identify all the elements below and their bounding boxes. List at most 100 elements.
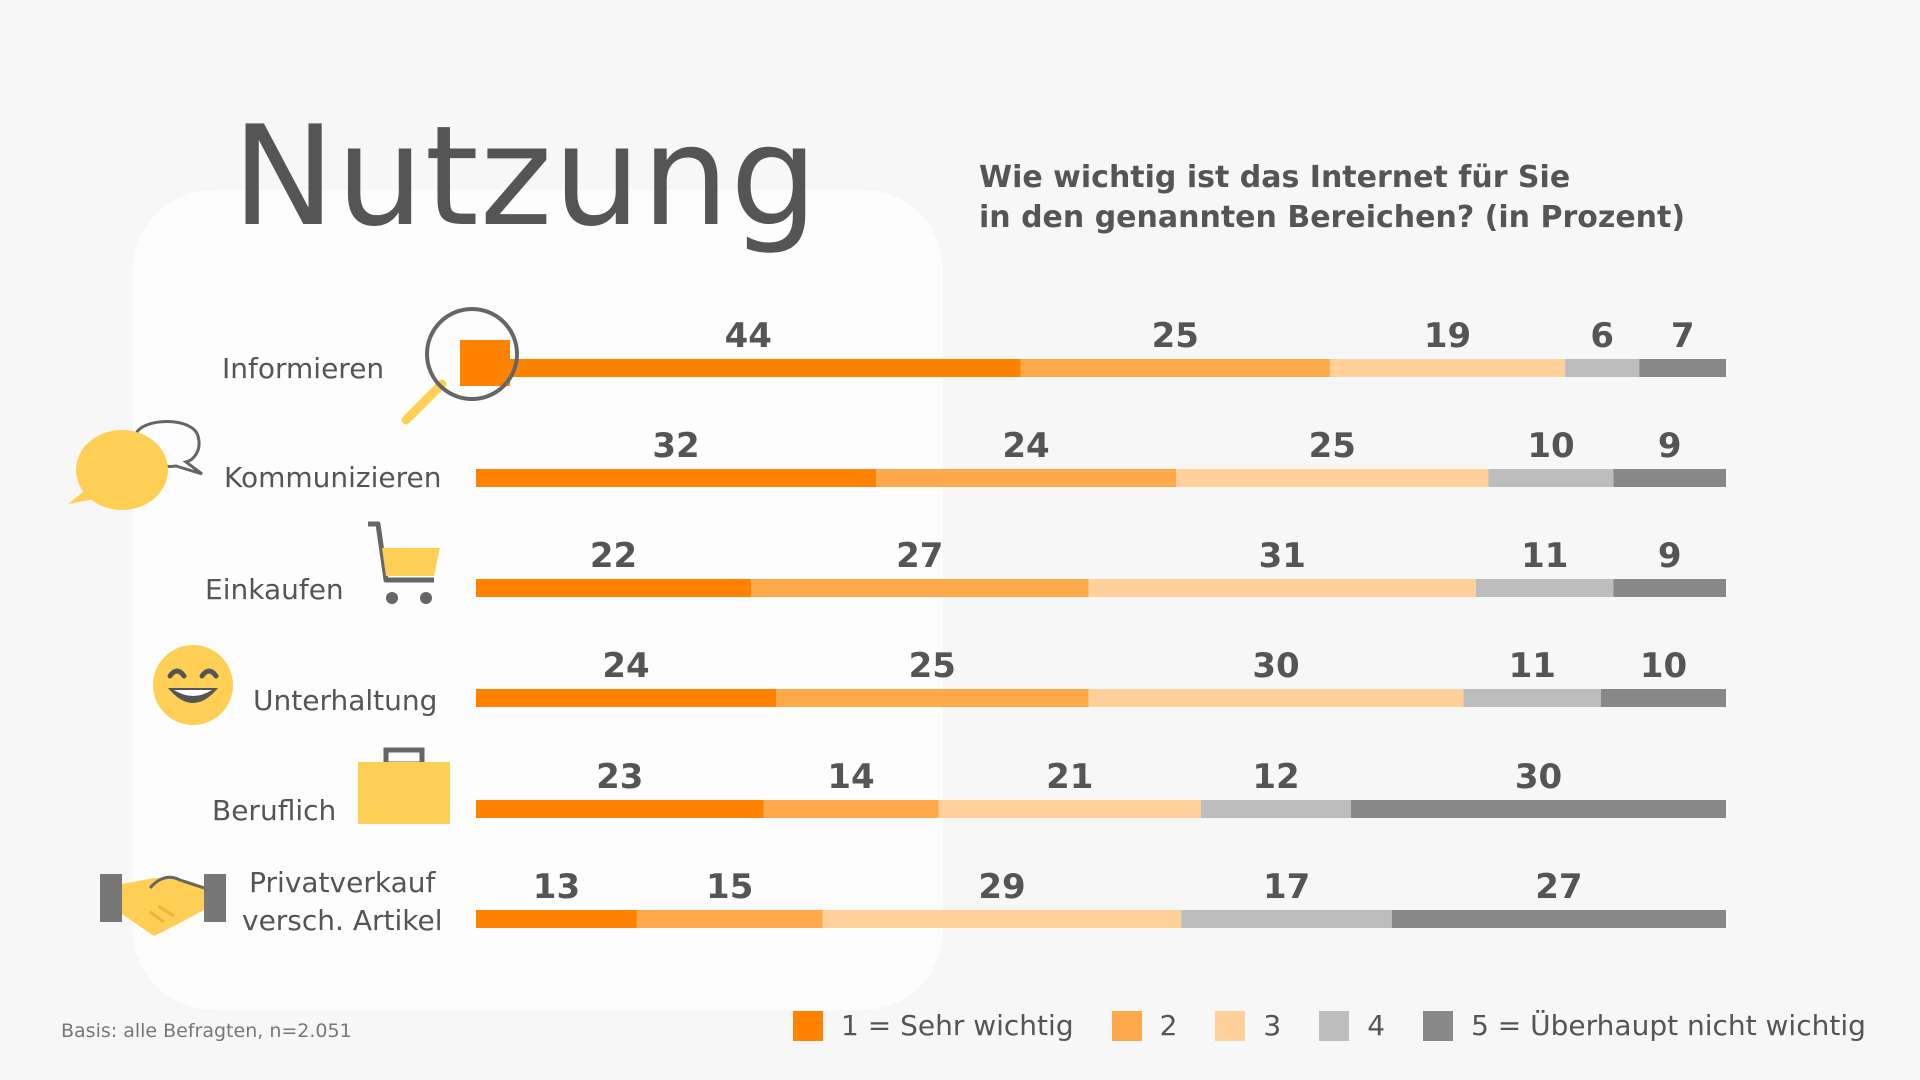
bar-segment [776, 689, 1089, 707]
bar-segment [1476, 579, 1614, 597]
legend-swatch [1111, 1010, 1142, 1041]
data-label: 10 [1640, 646, 1687, 686]
bar-segment [476, 579, 751, 597]
magnifier-highlight [460, 340, 510, 386]
bar-segment [1181, 910, 1392, 928]
data-label: 9 [1658, 536, 1682, 576]
data-label: 29 [978, 867, 1025, 907]
legend-swatch [793, 1010, 823, 1041]
legend-label: 2 [1159, 1009, 1178, 1042]
bar-segment [636, 910, 823, 928]
bar-segment [1639, 359, 1726, 377]
data-label: 7 [1671, 316, 1695, 356]
smiley-icon [153, 645, 233, 725]
data-label: 25 [1309, 426, 1356, 466]
data-label: 11 [1509, 646, 1556, 686]
footnote: Basis: alle Befragten, n=2.051 [61, 1020, 352, 1042]
bar-segment [1565, 359, 1640, 377]
data-label: 27 [896, 536, 943, 576]
category-label-text: Unterhaltung [253, 684, 438, 717]
data-label: 24 [1002, 426, 1049, 466]
bar-segment [476, 359, 1021, 377]
category-label-text: Beruflich [212, 794, 337, 827]
briefcase-icon [358, 747, 450, 824]
background-panel [133, 190, 943, 1010]
data-label: 44 [725, 316, 772, 356]
bar-segment [476, 469, 876, 487]
bar-segment [1088, 689, 1464, 707]
data-label: 15 [706, 867, 753, 907]
legend-item: 1 = Sehr wichtig [793, 1009, 1074, 1042]
legend-label: 3 [1263, 1009, 1282, 1042]
bar-segment [1088, 579, 1476, 597]
legend-item: 5 = Überhaupt nicht wichtig [1423, 1009, 1866, 1042]
data-label: 30 [1252, 646, 1299, 686]
data-label: 24 [602, 646, 649, 686]
bar-segment [1601, 689, 1726, 707]
data-label: 11 [1521, 536, 1568, 576]
question-line-1: Wie wichtig ist das Internet für Sie [979, 160, 1571, 195]
bar-segment [1329, 359, 1566, 377]
question-text: Wie wichtig ist das Internet für Sie in … [979, 158, 1779, 238]
bar-segment [1488, 469, 1614, 487]
data-label: 23 [596, 757, 643, 797]
category-label-text-line-1: Privatverkauf [249, 866, 436, 899]
bar-segment [876, 469, 1176, 487]
data-label: 32 [652, 426, 699, 466]
bar-segment [822, 910, 1182, 928]
bar-segment [1391, 910, 1726, 928]
category-label-unterhaltung: Unterhaltung [253, 682, 437, 720]
data-label: 17 [1263, 867, 1310, 907]
category-label-text: Einkaufen [205, 573, 344, 606]
category-label-text-line-2: versch. Artikel [242, 904, 443, 937]
handshake-icon [100, 874, 226, 936]
category-label-kommunizieren: Kommunizieren [224, 459, 442, 497]
legend: 1 = Sehr wichtig 2 3 4 5 = Überhaupt nicht w… [793, 1009, 1866, 1042]
data-label: 10 [1527, 426, 1574, 466]
bar-segment [751, 579, 1089, 597]
data-label: 6 [1590, 316, 1614, 356]
category-label-text: Kommunizieren [224, 461, 442, 494]
magnifier-icon [401, 307, 519, 425]
legend-swatch [1215, 1010, 1246, 1041]
category-label-text: Informieren [222, 352, 385, 385]
legend-item: 4 [1319, 1009, 1385, 1042]
data-label: 9 [1658, 426, 1682, 466]
data-label: 12 [1252, 757, 1299, 797]
bar-segment [476, 910, 637, 928]
bar-segment [1463, 689, 1601, 707]
bar-segment [1201, 800, 1351, 818]
speech-bubbles-icon [68, 420, 203, 510]
legend-label: 5 = Überhaupt nicht wichtig [1471, 1009, 1866, 1042]
bar-segment [1020, 359, 1330, 377]
data-label: 13 [533, 867, 580, 907]
data-label: 14 [827, 757, 874, 797]
bar-segment [1613, 469, 1726, 487]
bar-segment [1613, 579, 1726, 597]
data-label: 21 [1046, 757, 1093, 797]
bar-segment [1176, 469, 1489, 487]
bar-segment [476, 800, 764, 818]
category-label-einkaufen: Einkaufen [205, 571, 344, 609]
question-line-2: in den genannten Bereichen? (in Prozent) [979, 200, 1686, 235]
bar-segment [763, 800, 939, 818]
legend-swatch [1423, 1010, 1454, 1041]
data-label: 25 [1152, 316, 1199, 356]
shopping-cart-icon [368, 521, 440, 604]
legend-swatch [1319, 1010, 1350, 1041]
category-label-informieren: Informieren [222, 350, 384, 388]
bar-segment [476, 689, 776, 707]
data-label: 22 [590, 536, 637, 576]
page-title: Nutzung [232, 96, 819, 257]
bar-segment [938, 800, 1201, 818]
data-label: 27 [1535, 867, 1582, 907]
category-label-privatverkauf: Privatverkauf versch. Artikel [242, 864, 442, 940]
category-label-beruflich: Beruflich [212, 792, 336, 830]
data-label: 25 [909, 646, 956, 686]
data-label: 31 [1259, 536, 1306, 576]
legend-label: 1 = Sehr wichtig [841, 1009, 1074, 1042]
legend-item: 3 [1215, 1009, 1281, 1042]
data-label: 30 [1515, 757, 1562, 797]
legend-item: 2 [1111, 1009, 1178, 1042]
